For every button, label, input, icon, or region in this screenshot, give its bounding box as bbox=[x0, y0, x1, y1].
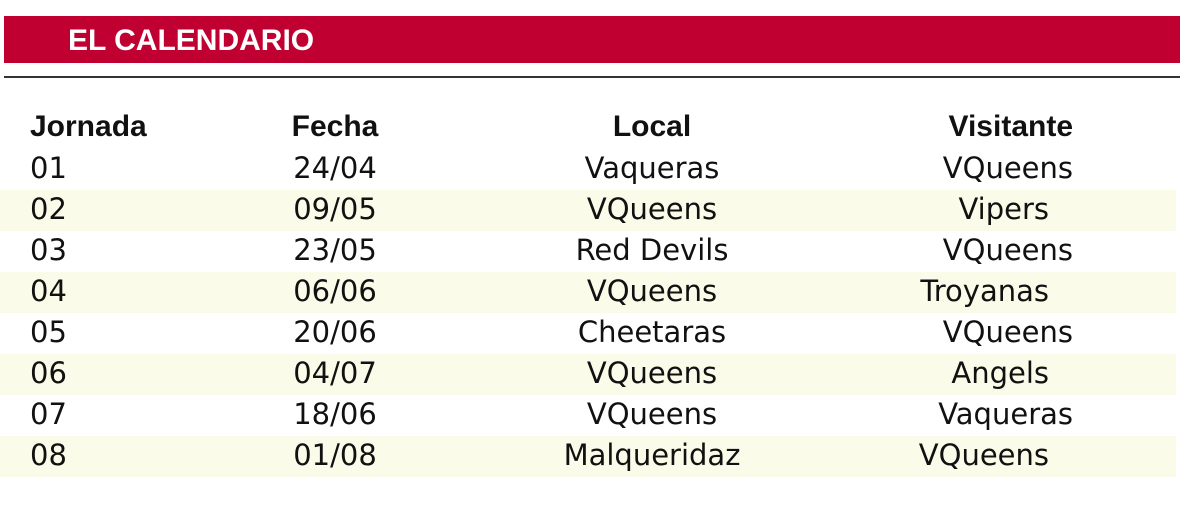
header-local: Local bbox=[612, 110, 692, 143]
cell-local: Vaqueras bbox=[584, 151, 720, 185]
cell-visitante: VQueens bbox=[942, 315, 1073, 349]
cell-fecha: 24/04 bbox=[293, 151, 377, 185]
cell-jornada: 07 bbox=[30, 397, 67, 431]
cell-jornada: 02 bbox=[30, 192, 67, 226]
table-row: 07 18/06 VQueens Vaqueras bbox=[0, 395, 1200, 436]
cell-jornada: 08 bbox=[30, 438, 67, 472]
table-row: 05 20/06 Cheetaras VQueens bbox=[0, 313, 1200, 354]
cell-local: Cheetaras bbox=[577, 315, 727, 349]
cell-visitante: VQueens bbox=[942, 233, 1073, 267]
cell-local: VQueens bbox=[586, 274, 718, 308]
cell-local: Malqueridaz bbox=[563, 438, 741, 472]
cell-visitante: Troyanas bbox=[920, 274, 1049, 308]
table-row: 06 04/07 VQueens Angels bbox=[0, 354, 1176, 395]
table-row: 08 01/08 Malqueridaz VQueens bbox=[0, 436, 1176, 477]
table-row: 03 23/05 Red Devils VQueens bbox=[0, 231, 1200, 272]
cell-fecha: 04/07 bbox=[293, 356, 377, 390]
cell-visitante: VQueens bbox=[942, 151, 1073, 185]
cell-fecha: 18/06 bbox=[293, 397, 377, 431]
cell-local: VQueens bbox=[586, 192, 718, 226]
cell-visitante: VQueens bbox=[918, 438, 1049, 472]
cell-visitante: Angels bbox=[951, 356, 1049, 390]
cell-fecha: 01/08 bbox=[293, 438, 377, 472]
cell-jornada: 05 bbox=[30, 315, 67, 349]
cell-local: Red Devils bbox=[575, 233, 729, 267]
header-visitante: Visitante bbox=[948, 110, 1074, 143]
cell-jornada: 06 bbox=[30, 356, 67, 390]
cell-visitante: Vipers bbox=[958, 192, 1049, 226]
table-row: 04 06/06 VQueens Troyanas bbox=[0, 272, 1176, 313]
schedule-table: Jornada Fecha Local Visitante 01 24/04 Vaq… bbox=[0, 108, 1200, 477]
cell-jornada: 03 bbox=[30, 233, 67, 267]
header-jornada: Jornada bbox=[30, 110, 147, 143]
cell-fecha: 23/05 bbox=[293, 233, 377, 267]
cell-visitante: Vaqueras bbox=[938, 397, 1073, 431]
table-row: 02 09/05 VQueens Vipers bbox=[0, 190, 1176, 231]
cell-local: VQueens bbox=[586, 356, 718, 390]
cell-jornada: 01 bbox=[30, 151, 67, 185]
cell-fecha: 06/06 bbox=[293, 274, 377, 308]
page-title: EL CALENDARIO bbox=[68, 24, 315, 57]
table-header: Jornada Fecha Local Visitante bbox=[0, 108, 1200, 149]
cell-jornada: 04 bbox=[30, 274, 67, 308]
title-banner: EL CALENDARIO bbox=[4, 16, 1180, 63]
divider bbox=[4, 76, 1180, 78]
header-fecha: Fecha bbox=[291, 110, 379, 143]
cell-fecha: 09/05 bbox=[293, 192, 377, 226]
table-row: 01 24/04 Vaqueras VQueens bbox=[0, 149, 1200, 190]
cell-local: VQueens bbox=[586, 397, 718, 431]
cell-fecha: 20/06 bbox=[293, 315, 377, 349]
